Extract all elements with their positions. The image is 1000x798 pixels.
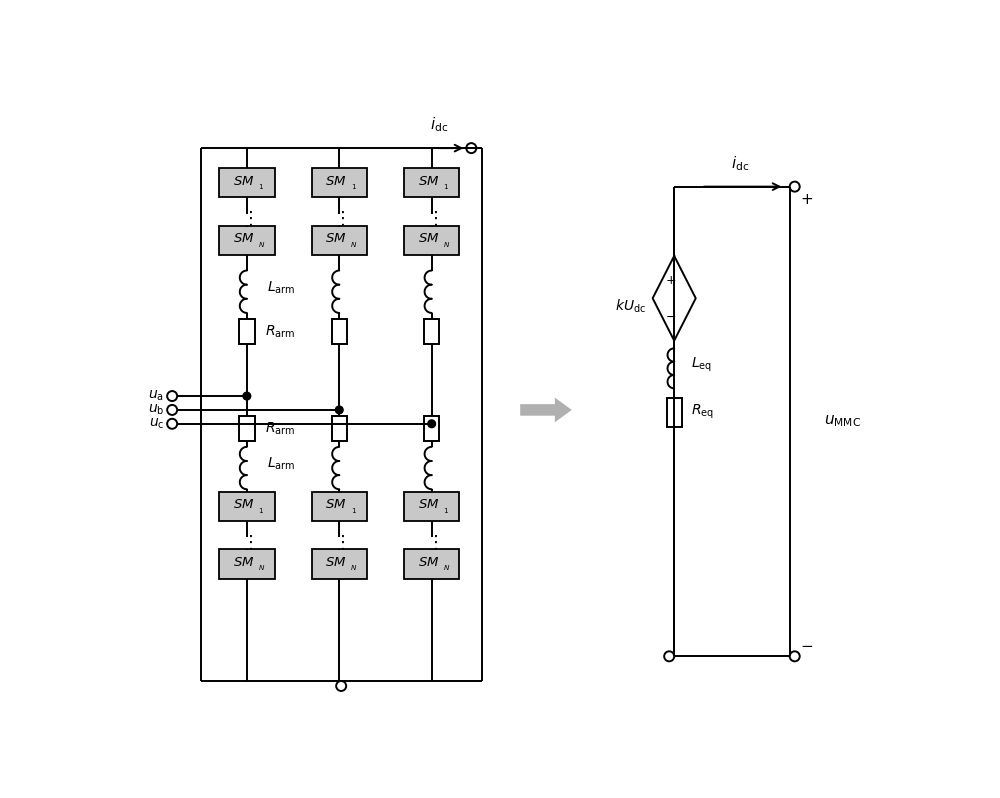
Bar — [404, 549, 459, 579]
Text: $R_{\rm arm}$: $R_{\rm arm}$ — [265, 421, 295, 437]
Text: $+$: $+$ — [665, 274, 676, 287]
Text: $\mathit{SM}$: $\mathit{SM}$ — [233, 232, 255, 246]
Text: $u_{\rm b}$: $u_{\rm b}$ — [148, 403, 164, 417]
Text: $-$: $-$ — [665, 310, 676, 322]
Text: $\vdots$: $\vdots$ — [426, 209, 438, 228]
Text: $i_{\rm dc}$: $i_{\rm dc}$ — [731, 154, 749, 172]
Text: $\mathit{SM}$: $\mathit{SM}$ — [233, 498, 255, 512]
Text: $L_{\rm arm}$: $L_{\rm arm}$ — [267, 279, 295, 296]
Text: $\mathit{SM}$: $\mathit{SM}$ — [325, 556, 347, 569]
Bar — [239, 416, 255, 440]
Bar — [312, 168, 367, 197]
Text: $_1$: $_1$ — [351, 506, 357, 516]
Bar — [219, 168, 275, 197]
Text: $\vdots$: $\vdots$ — [241, 209, 253, 228]
Bar — [219, 492, 275, 521]
Text: $\mathit{SM}$: $\mathit{SM}$ — [325, 232, 347, 246]
Text: $\vdots$: $\vdots$ — [241, 533, 253, 552]
Bar — [312, 492, 367, 521]
Text: $_1$: $_1$ — [443, 506, 449, 516]
Bar — [666, 397, 682, 427]
Text: $_1$: $_1$ — [351, 183, 357, 192]
Bar — [332, 416, 347, 440]
Text: $L_{\rm arm}$: $L_{\rm arm}$ — [267, 456, 295, 472]
Text: $_1$: $_1$ — [258, 506, 265, 516]
Circle shape — [243, 392, 251, 400]
Text: $_1$: $_1$ — [443, 183, 449, 192]
Text: $_N$: $_N$ — [258, 563, 265, 573]
Text: $\mathit{SM}$: $\mathit{SM}$ — [418, 498, 439, 512]
Text: $kU_{\rm dc}$: $kU_{\rm dc}$ — [615, 298, 646, 314]
Text: $u_{\rm MMC}$: $u_{\rm MMC}$ — [824, 413, 861, 429]
Text: $_N$: $_N$ — [443, 563, 450, 573]
Text: $_N$: $_N$ — [350, 563, 358, 573]
Text: $\vdots$: $\vdots$ — [333, 533, 345, 552]
Text: $\mathit{SM}$: $\mathit{SM}$ — [418, 175, 439, 188]
Text: $+$: $+$ — [800, 193, 813, 207]
Text: $\mathit{SM}$: $\mathit{SM}$ — [325, 498, 347, 512]
Text: $i_{\rm dc}$: $i_{\rm dc}$ — [430, 116, 448, 134]
Text: $\mathit{SM}$: $\mathit{SM}$ — [418, 556, 439, 569]
FancyArrow shape — [520, 397, 572, 422]
Bar — [424, 416, 439, 440]
Text: $_1$: $_1$ — [258, 183, 265, 192]
Text: $u_{\rm a}$: $u_{\rm a}$ — [148, 389, 164, 403]
Text: $\mathit{SM}$: $\mathit{SM}$ — [418, 232, 439, 246]
Text: $u_{\rm c}$: $u_{\rm c}$ — [149, 417, 164, 431]
Bar — [219, 549, 275, 579]
Text: $-$: $-$ — [800, 638, 813, 652]
Bar — [219, 226, 275, 255]
Text: $\vdots$: $\vdots$ — [333, 209, 345, 228]
Bar — [404, 226, 459, 255]
Bar — [332, 319, 347, 344]
Text: $_N$: $_N$ — [350, 240, 358, 250]
Text: $\vdots$: $\vdots$ — [426, 533, 438, 552]
Bar — [312, 226, 367, 255]
Text: $R_{\rm arm}$: $R_{\rm arm}$ — [265, 323, 295, 340]
Text: $R_{\rm eq}$: $R_{\rm eq}$ — [691, 403, 714, 421]
Bar — [404, 492, 459, 521]
Bar — [424, 319, 439, 344]
Bar — [404, 168, 459, 197]
Circle shape — [335, 406, 343, 414]
Bar — [239, 319, 255, 344]
Bar — [312, 549, 367, 579]
Text: $\mathit{SM}$: $\mathit{SM}$ — [325, 175, 347, 188]
Text: $\mathit{SM}$: $\mathit{SM}$ — [233, 175, 255, 188]
Text: $_N$: $_N$ — [258, 240, 265, 250]
Text: $\mathit{SM}$: $\mathit{SM}$ — [233, 556, 255, 569]
Circle shape — [428, 420, 436, 428]
Text: $L_{\rm eq}$: $L_{\rm eq}$ — [691, 355, 712, 373]
Text: $_N$: $_N$ — [443, 240, 450, 250]
